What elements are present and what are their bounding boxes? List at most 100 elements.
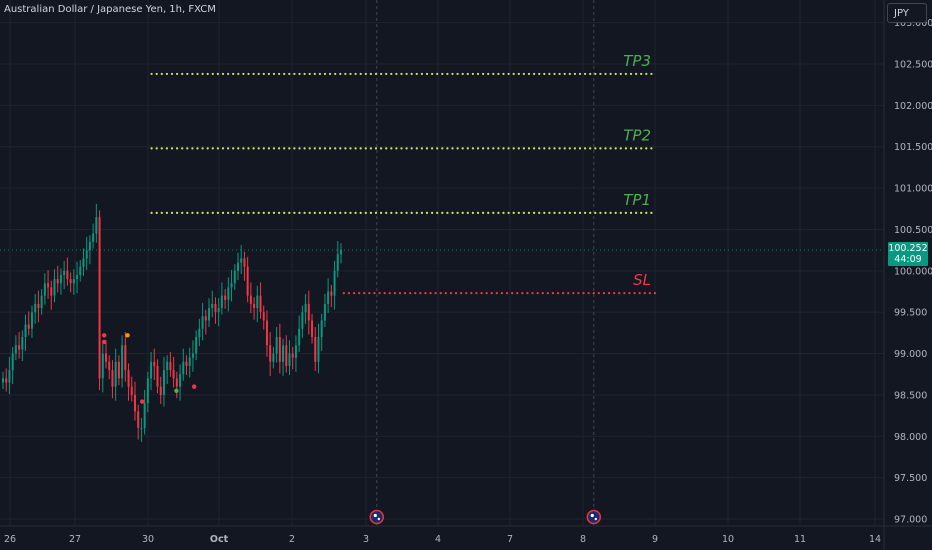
signal-dot <box>174 388 179 393</box>
candle-body <box>220 295 223 309</box>
price-tick-label: 99.000 <box>894 349 927 360</box>
candle-body <box>124 345 127 371</box>
candle-body <box>82 258 85 267</box>
candle-body <box>236 262 239 271</box>
candle-up <box>333 260 336 310</box>
signal-dot <box>139 399 145 404</box>
candle-body <box>227 287 230 300</box>
candle-body <box>191 353 194 358</box>
candle-up <box>101 343 104 393</box>
candle-down <box>172 356 175 388</box>
current-price-label: 100.252 44:09 <box>888 242 928 266</box>
candle-body <box>278 337 281 362</box>
price-tick-label: 98.000 <box>894 432 927 443</box>
candle-down <box>47 269 50 299</box>
flag-star <box>590 513 594 518</box>
candle-body <box>188 357 191 366</box>
candle-down <box>214 297 217 324</box>
candle-body <box>179 374 182 387</box>
candle-body <box>204 316 207 321</box>
event-marker-lines <box>0 0 884 526</box>
candle-down <box>124 332 127 382</box>
time-axis[interactable]: 26 27 30 Oct 2 3 4 7 8 9 10 11 14 <box>4 534 881 545</box>
candle-body <box>43 283 46 296</box>
signal-dot <box>102 339 107 345</box>
candle-up <box>217 298 220 327</box>
candle-up <box>320 313 323 352</box>
candle-body <box>208 308 211 321</box>
candle-down <box>66 257 69 286</box>
candle-body <box>130 386 133 395</box>
candle-body <box>30 312 33 329</box>
candle-body <box>330 291 333 296</box>
candle-body <box>311 320 314 337</box>
candle-up <box>121 335 124 388</box>
signal-dot <box>125 333 130 338</box>
price-tick-label: 103.000 <box>894 18 932 29</box>
candle-up <box>227 277 230 312</box>
currency-button[interactable]: JPY <box>887 3 927 23</box>
candle-down <box>69 272 72 293</box>
candle-body <box>265 320 268 346</box>
chart-title: Australian Dollar / Japanese Yen, 1h, FX… <box>4 4 216 15</box>
candle-up <box>288 340 291 376</box>
candle-body <box>256 295 259 309</box>
candle-body <box>233 270 236 284</box>
candle-up <box>63 260 66 290</box>
candle-up <box>53 269 56 303</box>
candle-body <box>304 303 307 313</box>
candle-body <box>63 270 66 275</box>
australia-flag-icon <box>586 509 602 525</box>
candle-body <box>294 345 297 358</box>
candle-body <box>8 370 11 383</box>
candle-down <box>130 376 133 402</box>
candle-down <box>204 309 207 335</box>
candle-body <box>2 378 4 383</box>
candle-body <box>95 217 98 234</box>
candle-down <box>314 327 317 371</box>
candle-body <box>101 353 104 379</box>
candle-up <box>82 248 85 276</box>
candle-down <box>265 310 268 357</box>
flag-star <box>373 513 377 518</box>
candle-body <box>317 337 320 362</box>
candle-up <box>34 293 37 324</box>
candle-body <box>137 411 140 428</box>
candle-body <box>224 295 227 300</box>
candle-body <box>117 361 120 379</box>
candle-down <box>98 210 101 390</box>
candle-up <box>166 355 169 385</box>
candle-up <box>201 303 204 341</box>
candle-body <box>105 353 108 362</box>
level-label-sl: SL <box>633 271 651 289</box>
signal-dot <box>191 384 197 389</box>
candle-down <box>156 359 159 394</box>
candle-up <box>43 273 46 305</box>
price-tick-label: 102.000 <box>894 101 932 112</box>
candle-body <box>253 303 256 309</box>
candle-up <box>92 223 95 249</box>
candle-body <box>66 270 69 280</box>
candle-up <box>317 323 320 374</box>
candle-body <box>214 303 217 313</box>
candle-up <box>233 264 236 290</box>
candle-body <box>21 337 24 350</box>
candle-up <box>114 348 117 401</box>
candle-down <box>269 332 272 376</box>
candle-up <box>240 245 243 275</box>
candle-body <box>27 324 30 329</box>
candle-body <box>34 303 37 313</box>
event-markers[interactable] <box>369 509 602 525</box>
candle-body <box>333 270 336 296</box>
candle-body <box>14 345 17 354</box>
candle-down <box>117 355 120 385</box>
candle-body <box>40 295 43 309</box>
candle-up <box>72 269 75 295</box>
candle-up <box>220 282 223 315</box>
candle-body <box>69 279 72 284</box>
candle-up <box>301 305 304 338</box>
price-axis[interactable]: 97.000 97.500 98.000 98.500 99.000 99.500 100.… <box>894 18 932 525</box>
candle-up <box>143 389 146 435</box>
candle-up <box>304 293 307 324</box>
